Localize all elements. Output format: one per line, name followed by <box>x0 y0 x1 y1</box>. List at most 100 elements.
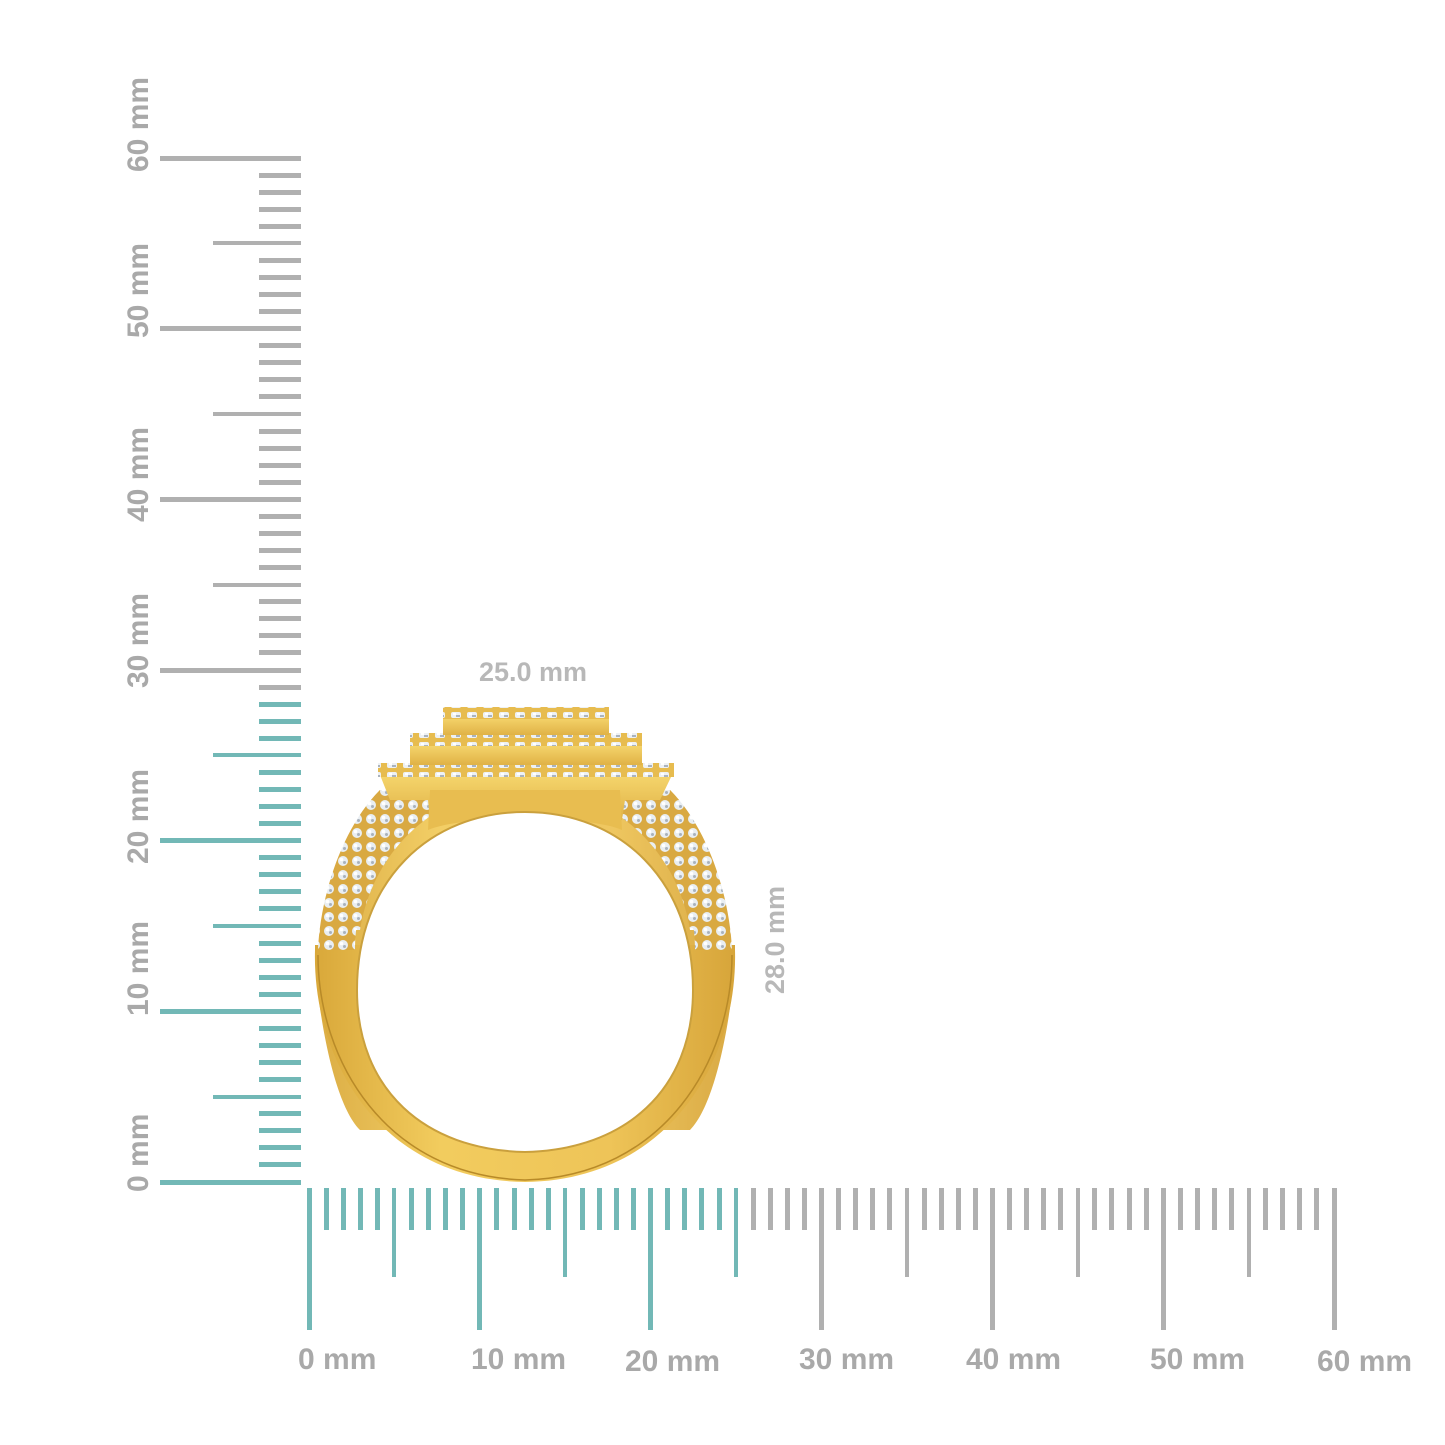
vertical-ruler-tick <box>259 292 301 298</box>
horizontal-ruler-tick <box>1229 1188 1234 1230</box>
horizontal-ruler-tick <box>1092 1188 1098 1230</box>
vertical-ruler-tick <box>213 241 301 246</box>
horizontal-label-60: 60 mm <box>1317 1345 1413 1378</box>
vertical-ruler-tick <box>213 1094 301 1099</box>
horizontal-ruler-tick <box>374 1188 380 1230</box>
horizontal-ruler-tick <box>511 1188 517 1230</box>
vertical-ruler-tick <box>160 326 301 332</box>
horizontal-ruler-tick <box>1263 1188 1269 1230</box>
horizontal-ruler-tick <box>528 1188 534 1230</box>
vertical-ruler-tick <box>259 377 301 383</box>
vertical-ruler-tick <box>259 991 301 997</box>
horizontal-ruler-tick <box>460 1188 466 1230</box>
vertical-ruler-tick <box>213 924 301 928</box>
horizontal-ruler-tick <box>989 1188 995 1330</box>
horizontal-ruler-tick <box>1024 1188 1029 1230</box>
vertical-ruler-tick <box>259 1042 301 1048</box>
horizontal-ruler-tick <box>938 1188 944 1230</box>
vertical-ruler-tick <box>259 718 301 724</box>
horizontal-ruler-tick <box>477 1188 483 1330</box>
vertical-ruler-tick <box>259 445 301 451</box>
horizontal-ruler-tick <box>596 1188 602 1230</box>
vertical-ruler-tick <box>259 616 301 622</box>
vertical-ruler-tick <box>259 1111 301 1117</box>
horizontal-ruler-tick <box>648 1188 654 1330</box>
width-dimension-label: 25.0 mm <box>479 657 588 687</box>
vertical-ruler-tick <box>259 462 301 468</box>
vertical-ruler-tick <box>259 394 301 400</box>
ring-opening <box>357 812 693 1152</box>
horizontal-ruler-tick <box>921 1188 927 1230</box>
horizontal-ruler-tick <box>699 1188 705 1230</box>
vertical-ruler-tick <box>259 650 301 656</box>
vertical-ruler-tick <box>160 1008 301 1014</box>
horizontal-ruler-tick <box>1143 1188 1149 1230</box>
horizontal-ruler-tick <box>426 1188 432 1230</box>
halo-tier-middle <box>410 733 642 746</box>
horizontal-ruler-tick <box>767 1188 773 1230</box>
horizontal-ruler-tick <box>784 1188 790 1230</box>
vertical-ruler-tick <box>259 274 301 280</box>
vertical-ruler-tick <box>259 1025 301 1031</box>
vertical-ruler-tick <box>259 343 301 349</box>
horizontal-ruler-tick <box>306 1188 312 1330</box>
vertical-ruler-tick <box>259 701 301 707</box>
horizontal-ruler-tick <box>443 1188 449 1230</box>
horizontal-ruler-tick <box>682 1188 688 1230</box>
horizontal-ruler-tick <box>357 1188 363 1230</box>
horizontal-ruler-tick <box>1297 1188 1303 1230</box>
vertical-ruler-tick <box>259 530 301 536</box>
horizontal-ruler-tick <box>716 1188 722 1230</box>
horizontal-ruler-tick <box>1280 1188 1286 1230</box>
vertical-ruler-tick <box>259 940 301 946</box>
horizontal-label-30: 30 mm <box>799 1343 895 1376</box>
vertical-ruler-tick <box>259 599 301 605</box>
horizontal-ruler-tick <box>614 1188 619 1230</box>
horizontal-ruler-tick <box>734 1188 739 1277</box>
vertical-ruler-tick <box>259 633 301 639</box>
vertical-ruler-tick <box>259 735 301 741</box>
vertical-ruler-tick <box>259 223 301 229</box>
horizontal-ruler-tick <box>853 1188 859 1230</box>
horizontal-ruler-tick <box>1211 1188 1217 1230</box>
vertical-ruler-tick <box>259 1060 301 1066</box>
horizontal-ruler-tick <box>750 1188 756 1230</box>
vertical-ruler-tick <box>259 906 301 912</box>
horizontal-label-40: 40 mm <box>966 1343 1062 1376</box>
halo-tier-top <box>443 707 609 719</box>
horizontal-ruler-tick <box>870 1188 876 1230</box>
vertical-ruler-tick <box>213 753 301 758</box>
horizontal-ruler-tick <box>392 1188 397 1277</box>
vertical-ruler-tick <box>259 548 301 554</box>
vertical-ruler-tick <box>259 428 301 434</box>
vertical-ruler-tick <box>259 1145 301 1151</box>
vertical-ruler-tick <box>160 838 301 844</box>
vertical-ruler-tick <box>259 479 301 485</box>
vertical-ruler-tick <box>160 667 301 673</box>
vertical-ruler-tick <box>160 1179 301 1185</box>
vertical-ruler-tick <box>259 257 301 263</box>
horizontal-ruler-tick <box>972 1188 978 1230</box>
horizontal-ruler-tick <box>1058 1188 1064 1230</box>
horizontal-ruler-tick <box>1126 1188 1132 1230</box>
horizontal-label-10: 10 mm <box>471 1343 567 1376</box>
horizontal-ruler-tick <box>819 1188 824 1330</box>
vertical-ruler-tick <box>259 957 301 963</box>
vertical-ruler-tick <box>259 565 301 571</box>
horizontal-ruler-tick <box>665 1188 671 1230</box>
horizontal-ruler-tick <box>1331 1188 1337 1330</box>
horizontal-ruler-tick <box>563 1188 568 1277</box>
vertical-ruler-tick <box>259 1128 301 1134</box>
horizontal-ruler-tick <box>1041 1188 1047 1230</box>
horizontal-label-50: 50 mm <box>1150 1343 1246 1376</box>
horizontal-ruler-tick <box>340 1188 346 1230</box>
horizontal-ruler-tick <box>545 1188 551 1230</box>
horizontal-ruler-tick <box>323 1188 329 1230</box>
vertical-ruler-tick <box>259 172 301 178</box>
horizontal-ruler-tick <box>1075 1188 1080 1277</box>
halo-tier-bottom <box>378 763 674 777</box>
vertical-ruler-tick <box>259 1162 301 1168</box>
vertical-ruler-tick <box>259 513 301 519</box>
vertical-ruler-tick <box>259 855 301 861</box>
